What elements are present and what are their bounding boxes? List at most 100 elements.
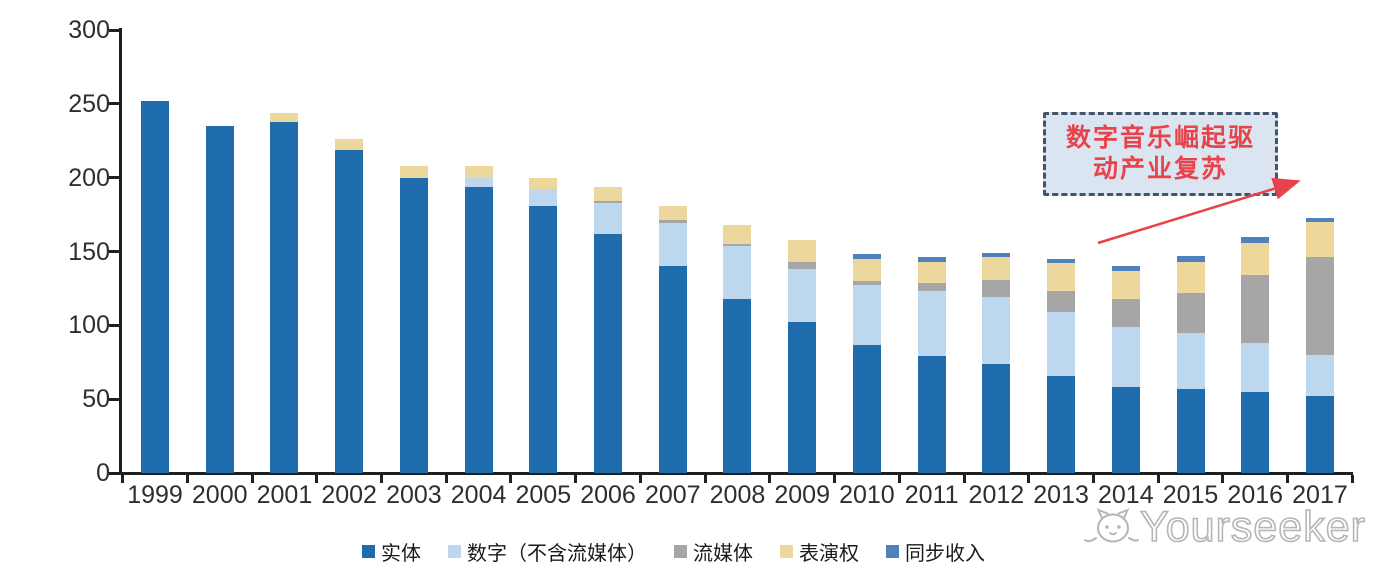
bar-segment	[852, 281, 881, 286]
bar-segment	[788, 239, 817, 262]
x-tick-mark	[380, 475, 384, 483]
bar-segment	[852, 285, 881, 345]
bar-segment	[1305, 217, 1334, 222]
legend-item: 表演权	[780, 537, 859, 566]
bar-segment	[594, 186, 623, 202]
bar-segment	[917, 291, 946, 357]
y-tick-mark	[109, 323, 119, 327]
bar-segment	[1241, 343, 1270, 392]
x-axis-tick-label: 2015	[1162, 481, 1219, 509]
y-tick-mark	[109, 176, 119, 180]
bar-segment	[594, 202, 623, 234]
y-axis-tick-label: 150	[68, 237, 110, 266]
bar-segment	[1047, 258, 1076, 264]
x-axis-tick-label: 2003	[386, 481, 442, 509]
bar-segment	[658, 205, 687, 221]
annotation-text-line1: 数字音乐崛起驱	[1065, 124, 1255, 152]
x-axis-tick-label: 2012	[968, 481, 1025, 509]
x-axis-tick-label: 2014	[1097, 481, 1154, 509]
legend-swatch	[448, 545, 461, 558]
y-tick-mark	[109, 397, 119, 401]
x-tick-mark	[1350, 475, 1354, 483]
x-axis-tick-label: 2008	[709, 481, 766, 509]
bar-segment	[1176, 255, 1205, 262]
legend-item: 同步收入	[886, 537, 985, 566]
x-axis-tick-label: 2006	[580, 481, 636, 509]
x-tick-mark	[962, 475, 966, 483]
x-axis-tick-label: 2002	[321, 481, 377, 509]
bar-segment	[1241, 391, 1270, 473]
bar-segment	[399, 165, 428, 178]
legend-label: 流媒体	[693, 543, 753, 565]
legend-item: 数字（不含流媒体）	[448, 537, 647, 566]
bar-segment	[723, 224, 752, 245]
bar-segment	[1047, 375, 1076, 473]
y-axis-tick-label: 50	[82, 385, 110, 414]
x-tick-mark	[250, 475, 254, 483]
bar-segment	[658, 266, 687, 473]
x-axis-tick-label: 2000	[191, 481, 248, 509]
bar-segment	[1241, 236, 1270, 243]
bar-segment	[270, 112, 299, 122]
legend-label: 表演权	[799, 543, 859, 565]
x-tick-mark	[121, 475, 125, 483]
x-axis-tick-label: 2013	[1033, 481, 1089, 509]
bar-segment	[723, 244, 752, 246]
x-axis-tick-label: 2007	[644, 481, 701, 509]
y-axis-tick-label: 300	[68, 16, 110, 44]
bar-segment	[658, 220, 687, 224]
bar-segment	[594, 201, 623, 203]
cat-face-icon	[1084, 508, 1139, 543]
bar-segment	[1176, 261, 1205, 293]
y-axis-tick-label: 0	[96, 459, 110, 487]
bar-segment	[1176, 292, 1205, 333]
bar-segment	[1111, 298, 1140, 327]
x-tick-mark	[1156, 475, 1160, 483]
bar-segment	[1111, 266, 1140, 271]
bar-segment	[270, 121, 299, 473]
bar-segment	[658, 223, 687, 267]
bar-segment	[335, 149, 364, 473]
bar-segment	[1305, 396, 1334, 473]
bar-segment	[464, 177, 493, 187]
x-axis-tick-label: 2010	[839, 481, 895, 509]
x-tick-mark	[509, 475, 513, 483]
legend-item: 流媒体	[674, 537, 753, 566]
x-axis-tick-label: 2005	[515, 481, 572, 509]
bar-segment	[399, 177, 428, 473]
x-tick-mark	[638, 475, 642, 483]
x-axis-tick-label: 2001	[256, 481, 313, 509]
bar-segment	[982, 279, 1011, 298]
y-axis-line	[119, 28, 122, 475]
x-axis-line	[119, 472, 1353, 475]
legend-swatch	[780, 545, 793, 558]
y-tick-mark	[109, 102, 119, 106]
bar-segment	[1305, 257, 1334, 355]
bar-segment	[529, 205, 558, 473]
bar-segment	[335, 139, 364, 150]
y-axis-tick-label: 250	[68, 89, 110, 118]
bar-segment	[788, 261, 817, 270]
bar-segment	[982, 252, 1011, 258]
x-tick-mark	[1221, 475, 1225, 483]
bar-segment	[852, 344, 881, 473]
y-tick-mark	[109, 471, 119, 475]
bar-segment	[788, 322, 817, 473]
watermark: Yourseeker	[1082, 498, 1366, 556]
legend-swatch	[362, 545, 375, 558]
bar-segment	[982, 363, 1011, 473]
x-tick-mark	[574, 475, 578, 483]
bar-segment	[141, 100, 169, 473]
x-axis-tick-label: 2009	[774, 481, 830, 509]
bar-segment	[1111, 270, 1140, 299]
x-tick-mark	[1091, 475, 1095, 483]
bar-segment	[917, 261, 946, 283]
y-axis-tick-label: 100	[68, 311, 110, 340]
bar-segment	[1111, 387, 1140, 473]
bar-segment	[1241, 242, 1270, 276]
bar-segment	[1047, 263, 1076, 292]
bar-segment	[1047, 291, 1076, 313]
annotation-text-line2: 动产业复苏	[1092, 155, 1228, 183]
x-axis-tick-label: 1999	[127, 481, 183, 509]
bar-segment	[723, 298, 752, 473]
